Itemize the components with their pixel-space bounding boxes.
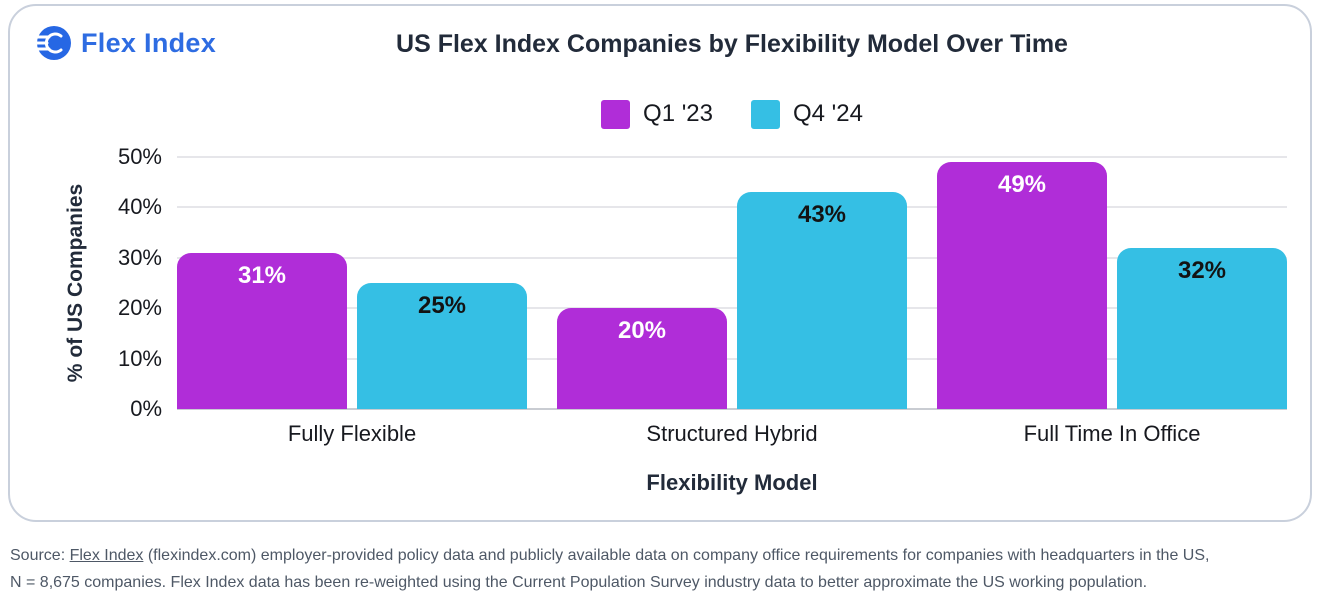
chart-legend: Q1 '23 Q4 '24 — [177, 99, 1287, 129]
y-tick-20: 20% — [117, 295, 162, 321]
bar-value-q4-24-full-time-in-office: 32% — [1177, 256, 1227, 284]
chart-card: Flex Index US Flex Index Companies by Fl… — [8, 4, 1312, 522]
gridline-20 — [177, 307, 1287, 310]
gridline-40 — [177, 206, 1287, 209]
x-axis-line — [177, 408, 1287, 410]
bar-q4-24-structured-hybrid: 43% — [737, 192, 907, 409]
gridline-10 — [177, 357, 1287, 360]
legend-swatch-q1-23 — [601, 99, 631, 129]
brand-name: Flex Index — [81, 27, 217, 58]
bar-value-q1-23-structured-hybrid: 20% — [617, 317, 667, 345]
flex-index-logo[interactable]: Flex Index — [34, 24, 216, 62]
y-tick-30: 30% — [117, 244, 162, 270]
legend-item-q4-24: Q4 '24 — [751, 99, 863, 129]
bar-q1-23-structured-hybrid: 20% — [557, 308, 727, 409]
gridline-50 — [177, 156, 1287, 158]
y-tick-0: 0% — [130, 396, 162, 421]
legend-label-q1-23: Q1 '23 — [643, 100, 713, 127]
bar-q1-23-full-time-in-office: 49% — [937, 162, 1107, 409]
gridline-30 — [177, 256, 1287, 259]
x-category-fully-flexible: Fully Flexible — [287, 421, 417, 446]
flex-index-link[interactable]: Flex Index — [69, 547, 144, 564]
bar-value-q1-23-fully-flexible: 31% — [237, 261, 287, 289]
legend-label-q4-24: Q4 '24 — [793, 100, 863, 127]
bar-q4-24-fully-flexible: 25% — [357, 283, 527, 409]
y-tick-40: 40% — [117, 194, 162, 220]
flex-index-logo-icon — [34, 24, 72, 62]
x-category-full-time-in-office: Full Time In Office — [1023, 421, 1201, 446]
plot-area: 0% 10% 20% 30% 40% 50% 31% 25% Fully Flexible 20%… — [118, 144, 1287, 446]
source-line-2: N = 8,675 companies. Flex Index data has… — [10, 574, 1148, 591]
y-tick-10: 10% — [117, 345, 162, 371]
legend-swatch-q4-24 — [751, 99, 780, 129]
bar-value-q4-24-structured-hybrid: 43% — [797, 201, 847, 229]
source-line-1-rest: (flexindex.com) employer-provided policy… — [143, 547, 1210, 564]
bar-q4-24-full-time-in-office: 32% — [1117, 247, 1287, 409]
x-axis-title: Flexibility Model — [646, 470, 818, 495]
bar-q1-23-fully-flexible: 31% — [177, 252, 347, 409]
legend-item-q1-23: Q1 '23 — [601, 99, 713, 129]
x-category-structured-hybrid: Structured Hybrid — [646, 421, 818, 446]
bar-value-q1-23-full-time-in-office: 49% — [997, 171, 1047, 199]
source-note: Source: Flex Index (flexindex.com) emplo… — [10, 542, 1318, 594]
y-tick-50: 50% — [117, 144, 162, 169]
bar-value-q4-24-fully-flexible: 25% — [417, 292, 467, 319]
chart-title: US Flex Index Companies by Flexibility M… — [396, 30, 1068, 58]
source-prefix: Source: — [10, 547, 70, 564]
source-line-1: Source: Flex Index (flexindex.com) emplo… — [10, 542, 1318, 569]
